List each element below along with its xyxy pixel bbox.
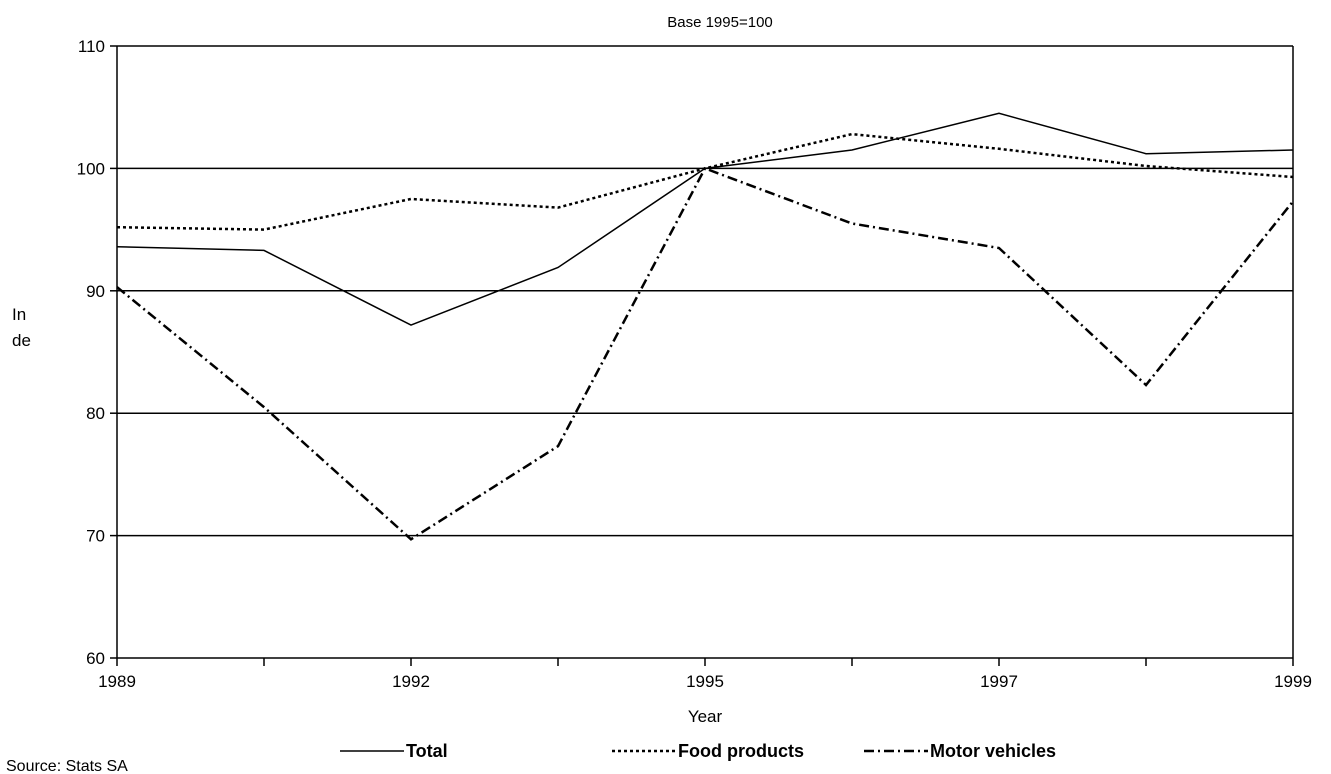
y-tick-label: 80 <box>86 404 105 423</box>
gridlines <box>117 45 1293 537</box>
legend-label: Motor vehicles <box>930 741 1056 761</box>
y-tick-label: 100 <box>77 159 105 178</box>
source-note: Source: Stats SA <box>6 758 128 774</box>
y-axis-label-line: In <box>12 305 26 324</box>
ylabel-clip-mask <box>0 362 60 372</box>
legend: Total Food products Motor vehicles <box>340 741 1056 761</box>
chart-subtitle: Base 1995=100 <box>667 14 773 31</box>
series-line-total <box>116 112 1294 326</box>
x-axis-label: Year <box>688 707 723 726</box>
x-tick-label: 1997 <box>980 672 1018 691</box>
legend-label: Total <box>406 741 448 761</box>
y-tick-label: 90 <box>86 282 105 301</box>
x-tick-label: 1999 <box>1274 672 1312 691</box>
series-line-food-products <box>116 132 1294 231</box>
x-tick-label: 1992 <box>392 672 430 691</box>
x-tick-label: 1995 <box>686 672 724 691</box>
series-line-motor-vehicles <box>116 166 1294 541</box>
y-tick-label: 110 <box>78 37 105 56</box>
y-tick-label: 70 <box>86 527 105 546</box>
y-axis-label-line: de <box>12 331 31 350</box>
chart-labels: Base 1995=100 Year In de x Source: Stats… <box>6 14 773 774</box>
legend-label: Food products <box>678 741 804 761</box>
axes: 60 70 80 90 100 110 1989 1992 1995 1997 1999 <box>77 37 1312 691</box>
series-lines <box>116 112 1294 541</box>
y-tick-label: 60 <box>86 649 105 668</box>
x-tick-label: 1989 <box>98 672 136 691</box>
